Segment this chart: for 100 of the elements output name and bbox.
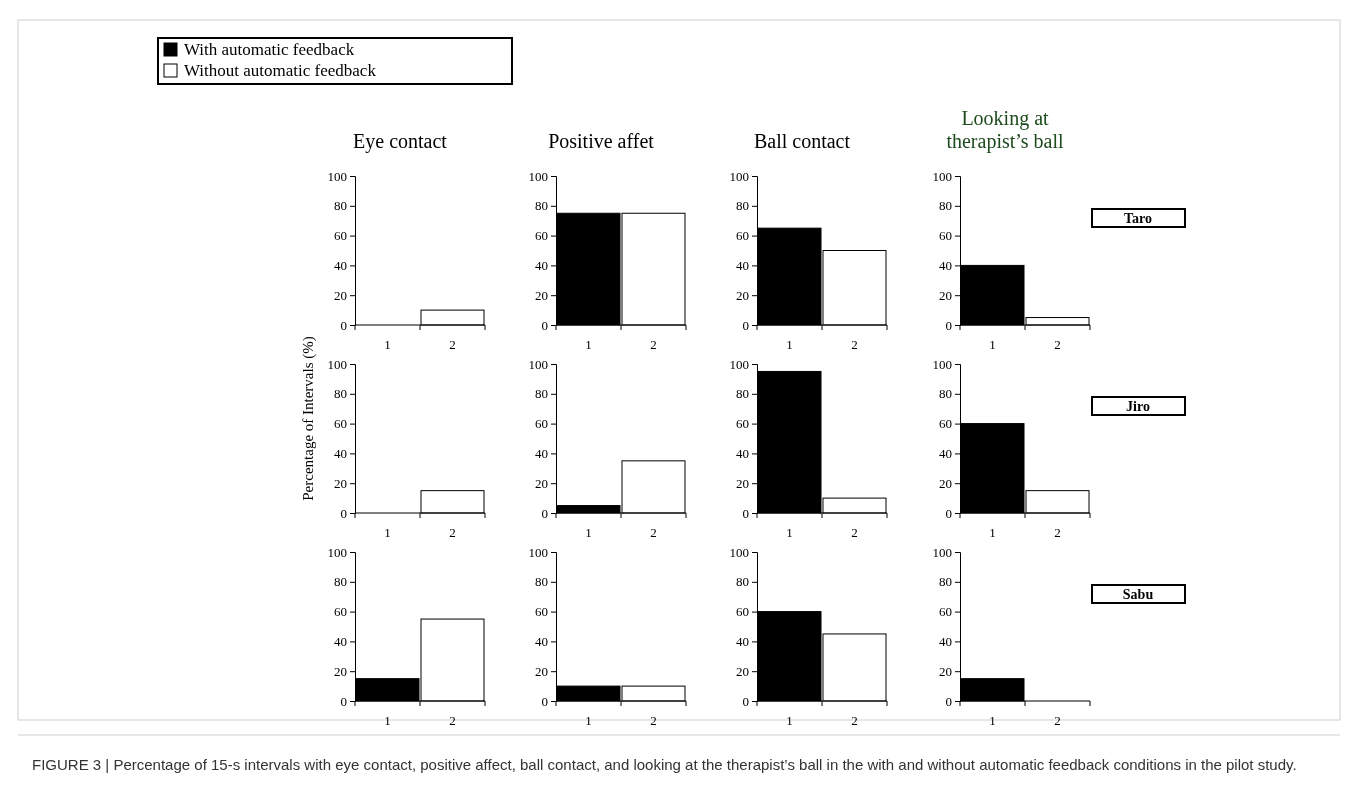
chart-title: Eye contact (353, 130, 448, 153)
y-tick-label: 20 (939, 663, 952, 679)
y-tick-label: 40 (334, 634, 347, 650)
y-tick-label: 100 (327, 544, 347, 560)
x-tick-label: 1 (989, 713, 996, 728)
y-tick-label: 40 (334, 446, 347, 462)
x-tick-label: 2 (650, 713, 657, 728)
y-tick-label: 100 (327, 356, 347, 372)
y-tick-label: 100 (528, 168, 548, 184)
y-tick-label: 60 (334, 228, 347, 244)
y-tick-label: 20 (535, 287, 548, 303)
y-tick-label: 60 (939, 228, 952, 244)
y-tick-label: 20 (736, 475, 749, 491)
y-tick-label: 80 (736, 198, 749, 214)
y-tick-label: 0 (945, 505, 952, 521)
x-tick-label: 2 (1054, 525, 1061, 540)
y-tick-label: 0 (945, 693, 952, 709)
x-tick-label: 1 (786, 337, 793, 352)
y-tick-label: 100 (327, 168, 347, 184)
y-tick-label: 60 (334, 416, 347, 432)
x-tick-label: 1 (384, 713, 391, 728)
y-tick-label: 40 (736, 634, 749, 650)
y-tick-label: 100 (729, 544, 749, 560)
x-tick-label: 2 (650, 337, 657, 352)
y-tick-label: 40 (939, 258, 952, 274)
y-tick-label: 20 (334, 475, 347, 491)
y-tick-label: 80 (334, 574, 347, 590)
x-tick-label: 2 (449, 337, 456, 352)
y-tick-label: 80 (939, 386, 952, 402)
y-tick-label: 100 (729, 168, 749, 184)
y-tick-label: 0 (340, 505, 347, 521)
x-tick-label: 2 (851, 525, 858, 540)
y-tick-label: 20 (939, 475, 952, 491)
x-tick-label: 2 (449, 713, 456, 728)
y-tick-label: 20 (334, 287, 347, 303)
y-tick-label: 40 (334, 258, 347, 274)
x-tick-label: 1 (786, 713, 793, 728)
y-tick-label: 80 (535, 198, 548, 214)
chart-title: Ball contact (753, 130, 851, 152)
y-tick-label: 40 (535, 446, 548, 462)
y-tick-label: 80 (939, 198, 952, 214)
y-tick-label: 100 (932, 544, 952, 560)
y-tick-label: 60 (939, 604, 952, 620)
y-tick-label: 0 (340, 693, 347, 709)
y-tick-label: 80 (535, 386, 548, 402)
legend-label: Without automatic feedback (184, 61, 377, 80)
y-axis-title: Percentage of Intervals (%) (300, 336, 317, 501)
x-tick-label: 2 (1054, 337, 1061, 352)
y-tick-label: 0 (541, 317, 548, 333)
y-tick-label: 60 (736, 604, 749, 620)
x-tick-label: 1 (989, 337, 996, 352)
x-tick-label: 2 (851, 713, 858, 728)
x-tick-label: 1 (786, 525, 793, 540)
y-tick-label: 80 (939, 574, 952, 590)
y-tick-label: 0 (340, 317, 347, 333)
text: Taro (1123, 211, 1153, 226)
y-tick-label: 80 (334, 386, 347, 402)
y-tick-label: 40 (736, 258, 749, 274)
caption: FIGURE 3 | Percentage of 15-s intervals with eye contact, positive affect, ball contact, and looking at the therapist’s ball in the with and without automatic feedback conditions in the pilot study. (32, 756, 1297, 773)
y-tick-label: 60 (535, 416, 548, 432)
y-tick-label: 0 (742, 505, 749, 521)
chart-title: Positive affet (548, 130, 655, 152)
y-tick-label: 80 (334, 198, 347, 214)
y-tick-label: 40 (736, 446, 749, 462)
y-tick-label: 40 (939, 446, 952, 462)
y-tick-label: 0 (742, 693, 749, 709)
x-tick-label: 2 (1054, 713, 1061, 728)
x-tick-label: 1 (384, 337, 391, 352)
y-tick-label: 100 (932, 168, 952, 184)
x-tick-label: 1 (585, 337, 592, 352)
y-tick-label: 100 (528, 544, 548, 560)
x-tick-label: 1 (585, 525, 592, 540)
text: Sabu (1122, 587, 1154, 602)
y-tick-label: 60 (535, 228, 548, 244)
legend-label: With automatic feedback (184, 40, 355, 59)
y-tick-label: 80 (535, 574, 548, 590)
y-tick-label: 0 (541, 693, 548, 709)
y-tick-label: 80 (736, 574, 749, 590)
x-tick-label: 2 (851, 337, 858, 352)
y-tick-label: 40 (939, 634, 952, 650)
y-tick-label: 0 (541, 505, 548, 521)
y-tick-label: 20 (535, 663, 548, 679)
y-tick-label: 20 (736, 287, 749, 303)
y-tick-label: 100 (528, 356, 548, 372)
y-tick-label: 40 (535, 258, 548, 274)
y-tick-label: 60 (535, 604, 548, 620)
y-tick-label: 20 (334, 663, 347, 679)
x-tick-label: 1 (585, 713, 592, 728)
text: Jiro (1126, 399, 1150, 414)
x-tick-label: 2 (650, 525, 657, 540)
x-tick-label: 1 (989, 525, 996, 540)
x-tick-label: 2 (449, 525, 456, 540)
x-tick-label: 1 (384, 525, 391, 540)
y-tick-label: 0 (742, 317, 749, 333)
y-tick-label: 60 (334, 604, 347, 620)
y-tick-label: 100 (932, 356, 952, 372)
y-tick-label: 40 (535, 634, 548, 650)
y-tick-label: 20 (939, 287, 952, 303)
y-tick-label: 60 (939, 416, 952, 432)
y-tick-label: 0 (945, 317, 952, 333)
